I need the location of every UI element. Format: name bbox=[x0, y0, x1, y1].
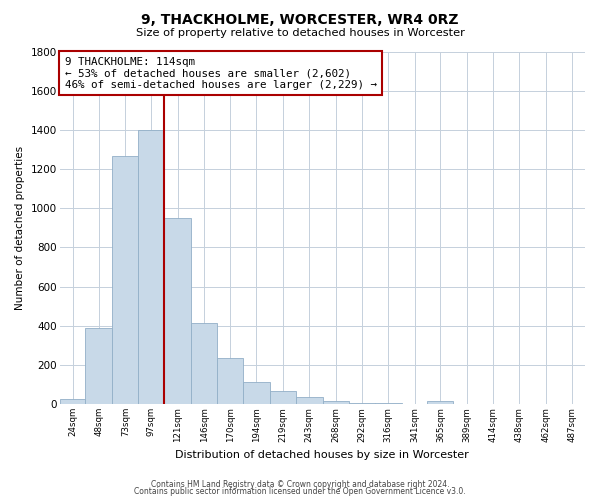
Text: 9, THACKHOLME, WORCESTER, WR4 0RZ: 9, THACKHOLME, WORCESTER, WR4 0RZ bbox=[141, 12, 459, 26]
Bar bbox=[191, 322, 217, 404]
X-axis label: Distribution of detached houses by size in Worcester: Distribution of detached houses by size … bbox=[175, 450, 469, 460]
Text: Contains HM Land Registry data © Crown copyright and database right 2024.: Contains HM Land Registry data © Crown c… bbox=[151, 480, 449, 489]
Text: Size of property relative to detached houses in Worcester: Size of property relative to detached ho… bbox=[136, 28, 464, 38]
Bar bbox=[85, 328, 112, 404]
Bar bbox=[427, 401, 454, 404]
Text: Contains public sector information licensed under the Open Government Licence v3: Contains public sector information licen… bbox=[134, 487, 466, 496]
Text: 9 THACKHOLME: 114sqm
← 53% of detached houses are smaller (2,602)
46% of semi-de: 9 THACKHOLME: 114sqm ← 53% of detached h… bbox=[65, 57, 377, 90]
Bar bbox=[164, 218, 191, 404]
Y-axis label: Number of detached properties: Number of detached properties bbox=[15, 146, 25, 310]
Bar bbox=[349, 403, 374, 404]
Bar bbox=[323, 401, 349, 404]
Bar bbox=[139, 130, 164, 404]
Bar bbox=[59, 399, 85, 404]
Bar bbox=[243, 382, 270, 404]
Bar bbox=[217, 358, 243, 404]
Bar bbox=[270, 392, 296, 404]
Bar bbox=[296, 397, 323, 404]
Bar bbox=[112, 156, 139, 404]
